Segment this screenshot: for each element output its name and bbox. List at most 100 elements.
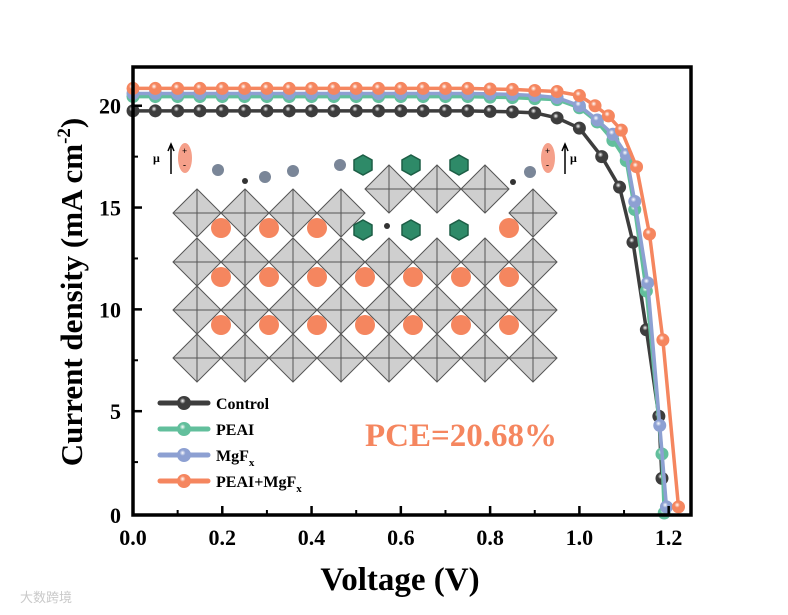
legend-label: PEAI+MgFx bbox=[216, 474, 302, 495]
perovskite-octahedron bbox=[364, 237, 414, 287]
mgfx-particle bbox=[212, 164, 224, 176]
data-point bbox=[630, 160, 644, 174]
data-point bbox=[416, 81, 430, 95]
axes: 0.0 0.2 0.4 0.6 0.8 1.0 1.2 0 5 10 15 20 bbox=[99, 94, 682, 550]
data-point bbox=[171, 81, 185, 95]
data-point bbox=[438, 104, 452, 118]
legend-label-subscript: x bbox=[296, 483, 302, 495]
data-point bbox=[193, 81, 207, 95]
pce-annotation: PCE=20.68% bbox=[365, 418, 557, 454]
data-point bbox=[438, 81, 452, 95]
cation-sphere bbox=[211, 218, 231, 238]
mu-label: μ bbox=[153, 151, 160, 165]
cation-sphere bbox=[499, 218, 519, 238]
legend-entry: PEAI+MgFx bbox=[157, 474, 302, 495]
legend-marker bbox=[177, 422, 191, 436]
x-tick-label: 0.0 bbox=[119, 525, 147, 550]
data-point bbox=[282, 104, 296, 118]
dipole-icon bbox=[541, 143, 555, 173]
legend-label-subscript: x bbox=[249, 457, 255, 469]
data-point bbox=[505, 82, 519, 96]
mgfx-particle bbox=[259, 171, 271, 183]
perovskite-octahedron bbox=[172, 237, 222, 287]
x-axis-label: Voltage (V) bbox=[320, 562, 479, 598]
perovskite-octahedron bbox=[220, 285, 270, 335]
y-axis-label: Current density (mA cm-2) bbox=[54, 118, 89, 466]
data-point bbox=[394, 104, 408, 118]
data-point bbox=[260, 81, 274, 95]
data-point bbox=[642, 227, 656, 241]
legend-marker bbox=[177, 474, 191, 488]
data-point bbox=[595, 150, 609, 164]
dipole-minus: - bbox=[546, 160, 549, 170]
perovskite-octahedron bbox=[508, 188, 558, 238]
y-tick-label: 15 bbox=[99, 196, 121, 221]
data-point bbox=[238, 81, 252, 95]
cation-sphere bbox=[403, 267, 423, 287]
series-line bbox=[133, 94, 666, 514]
cation-sphere bbox=[259, 267, 279, 287]
cation-sphere bbox=[307, 218, 327, 238]
y-axis-label-end: ) bbox=[54, 118, 89, 128]
pea-molecule-icon bbox=[353, 154, 373, 176]
data-point bbox=[461, 104, 475, 118]
series-line bbox=[133, 86, 681, 508]
data-point bbox=[572, 99, 586, 113]
dipole-plus: + bbox=[545, 146, 550, 156]
dipole-arrow-icon bbox=[561, 142, 569, 174]
data-point bbox=[505, 105, 519, 119]
pea-molecule-icon bbox=[449, 154, 469, 176]
data-point bbox=[327, 104, 341, 118]
perovskite-octahedron bbox=[220, 333, 270, 383]
y-tick-label: 10 bbox=[99, 297, 121, 322]
atom-dot bbox=[242, 178, 248, 184]
data-point bbox=[626, 235, 640, 249]
data-point bbox=[148, 104, 162, 118]
data-point bbox=[614, 123, 628, 137]
perovskite-octahedron bbox=[412, 237, 462, 287]
legend-label-text: PEAI bbox=[216, 422, 254, 439]
mgfx-particle bbox=[334, 159, 346, 171]
data-point bbox=[349, 81, 363, 95]
y-axis-label-text: Current density (mA cm bbox=[54, 144, 89, 466]
data-point bbox=[483, 104, 497, 118]
x-tick-label: 0.6 bbox=[387, 525, 415, 550]
perovskite-octahedron bbox=[268, 333, 318, 383]
data-point bbox=[656, 333, 670, 347]
cation-sphere bbox=[307, 267, 327, 287]
legend-label-text: PEAI+MgF bbox=[216, 474, 296, 491]
pea-molecule-icon bbox=[449, 219, 469, 241]
data-point bbox=[215, 104, 229, 118]
perovskite-octahedron bbox=[172, 333, 222, 383]
perovskite-octahedron bbox=[460, 333, 510, 383]
y-axis-label-superscript: -2 bbox=[54, 128, 75, 144]
dipole-icon bbox=[178, 143, 192, 173]
perovskite-octahedron bbox=[508, 285, 558, 335]
data-point bbox=[372, 104, 386, 118]
atom-dot bbox=[510, 179, 516, 185]
cation-sphere bbox=[451, 315, 471, 335]
data-point bbox=[659, 500, 673, 514]
legend-label-text: Control bbox=[216, 396, 270, 413]
y-tick-label: 5 bbox=[110, 399, 121, 424]
perovskite-octahedron bbox=[412, 164, 462, 214]
data-point bbox=[327, 81, 341, 95]
data-point bbox=[305, 81, 319, 95]
legend-marker bbox=[177, 448, 191, 462]
data-point bbox=[171, 104, 185, 118]
data-point bbox=[613, 180, 627, 194]
x-tick-label: 0.2 bbox=[209, 525, 237, 550]
data-point bbox=[528, 83, 542, 97]
data-point bbox=[572, 89, 586, 103]
legend-entry: MgFx bbox=[157, 448, 255, 469]
perovskite-octahedron bbox=[412, 333, 462, 383]
legend-label: Control bbox=[216, 396, 270, 413]
data-point bbox=[148, 81, 162, 95]
perovskite-octahedron bbox=[268, 188, 318, 238]
legend-label-text: MgF bbox=[216, 448, 249, 465]
atom-dot bbox=[384, 223, 390, 229]
perovskite-octahedron bbox=[508, 237, 558, 287]
data-point bbox=[238, 104, 252, 118]
